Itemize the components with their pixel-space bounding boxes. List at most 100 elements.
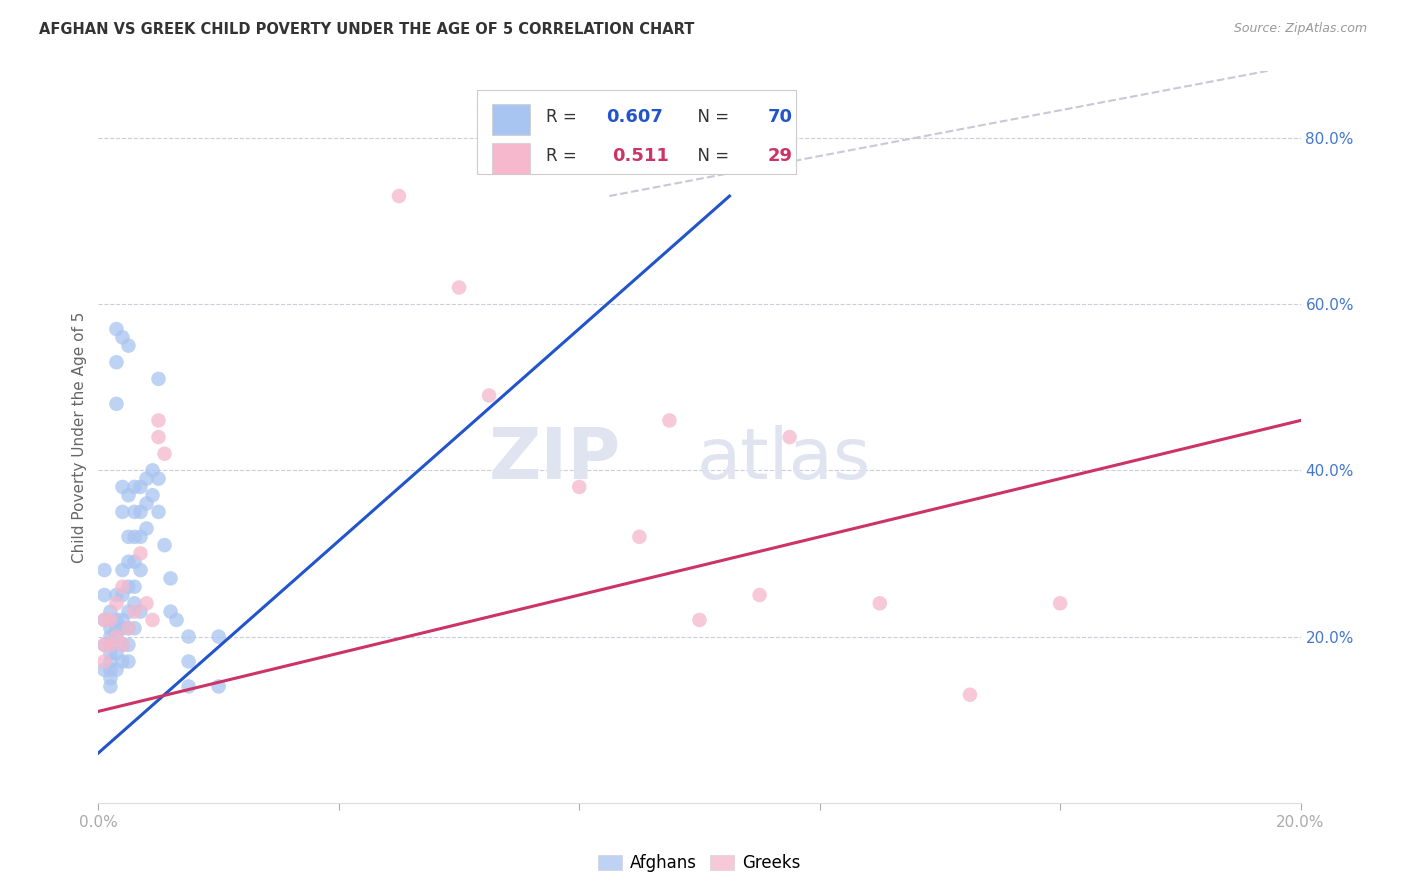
Point — [105, 621, 128, 635]
Point — [148, 472, 170, 486]
Point — [105, 663, 128, 677]
Point — [105, 630, 128, 644]
Point — [111, 638, 134, 652]
Point — [148, 372, 170, 386]
Point — [124, 480, 146, 494]
Point — [129, 605, 152, 619]
Point — [129, 480, 152, 494]
Point — [111, 580, 134, 594]
Point — [135, 596, 157, 610]
Point — [117, 488, 139, 502]
Y-axis label: Child Poverty Under the Age of 5: Child Poverty Under the Age of 5 — [72, 311, 87, 563]
FancyBboxPatch shape — [477, 90, 796, 174]
Point — [141, 488, 163, 502]
Point — [111, 621, 134, 635]
Point — [100, 671, 122, 685]
Point — [658, 413, 681, 427]
Point — [141, 463, 163, 477]
Point — [117, 621, 139, 635]
Point — [93, 638, 115, 652]
Point — [105, 322, 128, 336]
Point — [177, 680, 200, 694]
Point — [124, 596, 146, 610]
Point — [117, 605, 139, 619]
Point — [124, 505, 146, 519]
Point — [111, 505, 134, 519]
Text: N =: N = — [688, 108, 735, 126]
Point — [129, 563, 152, 577]
Point — [124, 605, 146, 619]
Point — [628, 530, 651, 544]
Point — [124, 580, 146, 594]
Point — [748, 588, 770, 602]
Text: AFGHAN VS GREEK CHILD POVERTY UNDER THE AGE OF 5 CORRELATION CHART: AFGHAN VS GREEK CHILD POVERTY UNDER THE … — [39, 22, 695, 37]
Point — [117, 655, 139, 669]
Point — [100, 680, 122, 694]
Point — [869, 596, 891, 610]
Point — [166, 613, 188, 627]
Point — [1049, 596, 1071, 610]
Legend: Afghans, Greeks: Afghans, Greeks — [592, 847, 807, 879]
Point — [478, 388, 501, 402]
Point — [100, 605, 122, 619]
Point — [111, 588, 134, 602]
Point — [105, 646, 128, 660]
Point — [208, 680, 231, 694]
Point — [148, 505, 170, 519]
Point — [93, 613, 115, 627]
Text: ZIP: ZIP — [489, 425, 621, 493]
Point — [105, 613, 128, 627]
Point — [159, 571, 181, 585]
Point — [124, 621, 146, 635]
Point — [111, 613, 134, 627]
Point — [100, 638, 122, 652]
Point — [153, 447, 176, 461]
Point — [100, 613, 122, 627]
Point — [129, 546, 152, 560]
Point — [93, 588, 115, 602]
Point — [447, 280, 470, 294]
Point — [148, 413, 170, 427]
Point — [135, 472, 157, 486]
Point — [689, 613, 711, 627]
Text: R =: R = — [546, 146, 586, 165]
Point — [105, 596, 128, 610]
Point — [135, 521, 157, 535]
Point — [159, 605, 181, 619]
Point — [177, 655, 200, 669]
Point — [105, 355, 128, 369]
Text: 70: 70 — [768, 108, 793, 126]
Point — [93, 663, 115, 677]
Text: R =: R = — [546, 108, 582, 126]
Point — [100, 655, 122, 669]
FancyBboxPatch shape — [492, 104, 530, 135]
Point — [177, 630, 200, 644]
Point — [129, 505, 152, 519]
Point — [105, 630, 128, 644]
Point — [100, 663, 122, 677]
Point — [124, 555, 146, 569]
Text: 0.607: 0.607 — [606, 108, 662, 126]
Text: N =: N = — [688, 146, 735, 165]
FancyBboxPatch shape — [492, 143, 530, 174]
Text: 0.511: 0.511 — [612, 146, 669, 165]
Point — [959, 688, 981, 702]
Point — [117, 621, 139, 635]
Point — [117, 338, 139, 352]
Text: 29: 29 — [768, 146, 793, 165]
Point — [117, 530, 139, 544]
Point — [93, 655, 115, 669]
Point — [111, 480, 134, 494]
Point — [117, 555, 139, 569]
Point — [100, 646, 122, 660]
Point — [141, 613, 163, 627]
Point — [208, 630, 231, 644]
Point — [153, 538, 176, 552]
Point — [93, 613, 115, 627]
Point — [117, 638, 139, 652]
Point — [111, 638, 134, 652]
Text: atlas: atlas — [696, 425, 870, 493]
Point — [100, 630, 122, 644]
Point — [111, 563, 134, 577]
Point — [135, 497, 157, 511]
